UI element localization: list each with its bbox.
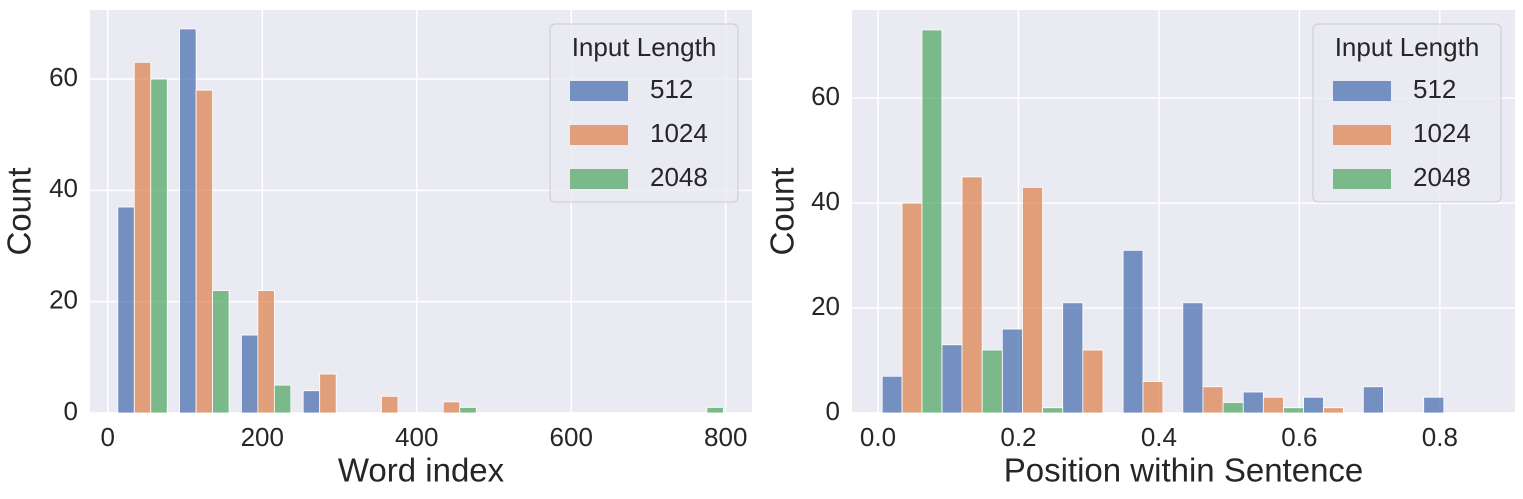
histogram-bar — [150, 78, 168, 414]
legend-swatch — [570, 125, 628, 145]
histogram-bar — [981, 349, 1003, 414]
histogram-bar — [459, 407, 477, 414]
y-tick-label: 60 — [49, 62, 78, 92]
histogram-bar — [1423, 396, 1445, 414]
legend-swatch — [570, 169, 628, 189]
x-tick-label: 400 — [395, 422, 438, 452]
legend-title: Input Length — [1335, 32, 1480, 62]
legend-swatch — [1333, 125, 1391, 145]
histogram-bar — [706, 407, 724, 414]
histogram-bar — [273, 384, 292, 414]
histogram-bar — [257, 290, 275, 414]
histogram-bar — [941, 344, 963, 414]
histogram-bar — [1122, 249, 1144, 414]
legend-swatch — [1333, 81, 1391, 101]
x-tick-label: 0.6 — [1281, 422, 1317, 452]
histogram-bar — [881, 375, 903, 414]
histogram-bar — [212, 290, 230, 414]
y-tick-label: 60 — [811, 81, 840, 111]
legend-box — [549, 23, 739, 203]
y-tick-label: 0 — [826, 396, 840, 426]
histogram-bar — [195, 89, 213, 414]
histogram-bar — [1262, 396, 1284, 414]
y-axis-label: Count — [764, 167, 801, 255]
x-tick-label: 200 — [241, 422, 284, 452]
y-tick-label: 20 — [811, 291, 840, 321]
x-axis-label: Word index — [338, 452, 505, 489]
x-tick-label: 0.0 — [860, 422, 896, 452]
legend-swatch — [570, 81, 628, 101]
histogram-bar — [1042, 407, 1064, 414]
histogram-bar — [1323, 407, 1344, 414]
histogram-bar — [1001, 328, 1023, 414]
histogram-bar — [1202, 386, 1224, 414]
histogram-bar — [1022, 186, 1043, 414]
histogram-bar — [1142, 381, 1164, 414]
legend-label: 1024 — [1413, 118, 1471, 148]
histogram-bar — [117, 206, 135, 414]
histogram-bar — [961, 176, 983, 414]
histogram-bar — [1082, 349, 1104, 414]
legend-label: 512 — [650, 74, 693, 104]
legend-title: Input Length — [572, 32, 717, 62]
x-tick-label: 0 — [101, 422, 115, 452]
x-tick-label: 0.8 — [1422, 422, 1458, 452]
histogram-bar — [1283, 407, 1304, 414]
histogram-bar — [179, 28, 197, 414]
legend-label: 512 — [1413, 74, 1456, 104]
x-tick-label: 600 — [550, 422, 593, 452]
legend-label: 2048 — [650, 162, 708, 192]
histogram-bar — [241, 334, 259, 414]
y-axis-label: Count — [1, 167, 38, 255]
histogram-bar — [1362, 386, 1384, 414]
histogram-bar — [1303, 396, 1324, 414]
y-tick-label: 40 — [49, 173, 78, 203]
histogram-bar — [1182, 302, 1204, 414]
histogram-bar — [1242, 391, 1264, 414]
histogram-bar — [1222, 402, 1244, 414]
x-axis-label: Position within Sentence — [1004, 452, 1364, 489]
histogram-bar — [442, 401, 461, 414]
x-tick-label: 0.4 — [1141, 422, 1177, 452]
histogram-bar — [302, 390, 321, 414]
legend: Input Length 512 1024 2048 — [549, 23, 739, 203]
histogram-bar — [381, 395, 399, 414]
x-tick-label: 0.2 — [1000, 422, 1036, 452]
y-tick-label: 20 — [49, 285, 78, 315]
legend-label: 2048 — [1413, 162, 1471, 192]
histogram-bar — [133, 61, 152, 414]
x-tick-label: 800 — [704, 422, 747, 452]
histogram-bar — [901, 202, 923, 414]
legend: Input Length 512 1024 2048 — [1312, 23, 1502, 203]
histogram-bar — [319, 373, 337, 414]
histogram-bar — [921, 29, 943, 414]
legend-label: 1024 — [650, 118, 708, 148]
y-tick-label: 40 — [811, 186, 840, 216]
legend-box — [1312, 23, 1502, 203]
y-tick-label: 0 — [64, 396, 78, 426]
histogram-bar — [1062, 302, 1084, 414]
legend-swatch — [1333, 169, 1391, 189]
